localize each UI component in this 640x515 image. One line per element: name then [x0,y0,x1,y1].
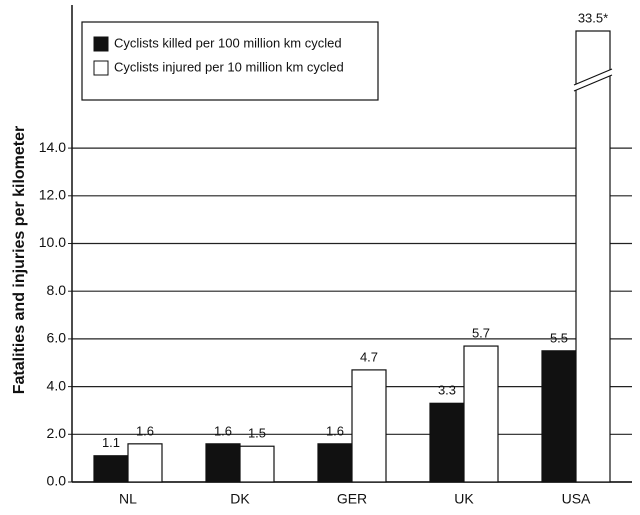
data-label: 4.7 [360,349,378,364]
data-label: 5.7 [472,325,490,340]
bar [463,345,499,483]
bar [317,443,353,483]
data-label: 5.5 [550,330,568,345]
data-label: 1.6 [326,423,344,438]
legend-swatch [93,36,109,52]
legend-box [81,21,379,101]
data-label: 33.5* [578,10,608,25]
y-tick-label: 6.0 [47,330,67,346]
data-label: 1.1 [102,435,120,450]
y-tick-label: 8.0 [47,282,67,298]
axis-break [573,68,613,92]
axis-break [574,69,612,91]
legend-swatch [93,60,109,76]
bar [351,369,387,483]
legend-label: Cyclists injured per 10 million km cycle… [114,59,344,74]
x-tick-label: DK [230,491,250,507]
bar [205,443,241,483]
x-tick-label: GER [337,491,367,507]
x-tick-label: NL [119,491,137,507]
bar [541,350,577,483]
bar [93,455,129,483]
data-label: 3.3 [438,383,456,398]
data-label: 1.5 [248,426,266,441]
y-tick-label: 4.0 [47,377,67,393]
y-tick-label: 0.0 [47,473,67,489]
bar [127,443,163,483]
bar [239,445,275,483]
y-tick-label: 10.0 [39,234,66,250]
y-axis-label: Fatalities and injuries per kilometer [11,126,28,395]
data-label: 1.6 [136,423,154,438]
x-tick-label: UK [454,491,474,507]
bar [429,402,465,483]
data-label: 1.6 [214,423,232,438]
y-tick-label: 2.0 [47,425,67,441]
x-tick-label: USA [562,491,591,507]
bar [575,30,611,483]
y-tick-label: 14.0 [39,139,66,155]
y-tick-label: 12.0 [39,187,66,203]
legend-label: Cyclists killed per 100 million km cycle… [114,35,342,50]
